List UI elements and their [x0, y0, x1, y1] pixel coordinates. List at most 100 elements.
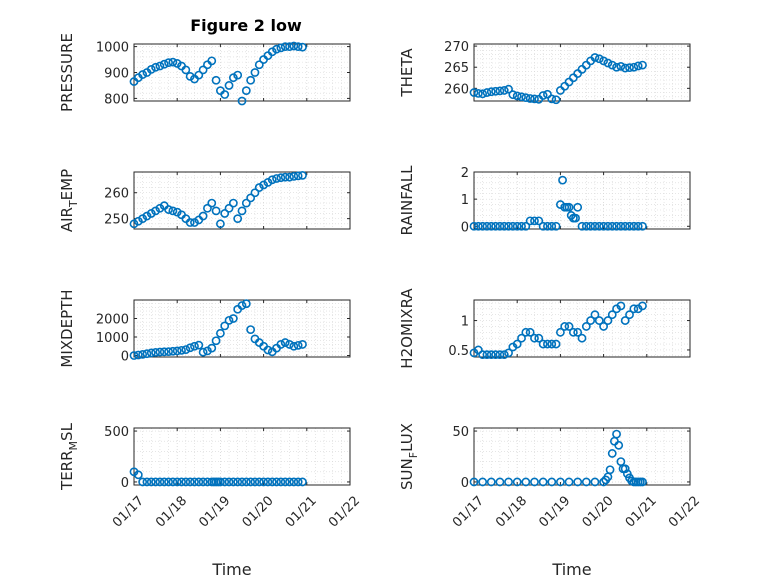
data-point: [280, 42, 290, 51]
data-point: [616, 301, 626, 311]
data-point: [190, 477, 199, 487]
data-point: [469, 221, 479, 231]
data-point: [177, 477, 186, 487]
data-point: [499, 86, 509, 95]
data-point: [168, 57, 178, 67]
data-point: [198, 347, 208, 357]
data-point: [612, 429, 621, 439]
data-point: [267, 477, 277, 487]
data-point: [599, 221, 608, 231]
data-point: [267, 175, 277, 185]
data-point: [138, 214, 148, 224]
data-point: [211, 75, 221, 85]
data-point: [594, 316, 604, 325]
data-point: [590, 53, 600, 62]
data-point: [478, 477, 488, 487]
data-point: [558, 175, 567, 185]
data-point: [538, 221, 548, 231]
data-point: [228, 73, 238, 83]
data-point: [556, 327, 565, 337]
x-tick-label: 01/18: [153, 493, 190, 530]
data-point: [198, 65, 208, 75]
data-point: [629, 62, 639, 72]
data-point: [164, 58, 173, 68]
data-point: [482, 350, 492, 360]
data-point: [551, 339, 561, 349]
data-point: [581, 221, 591, 231]
data-point: [289, 172, 299, 181]
data-point: [556, 477, 565, 487]
data-point: [564, 322, 574, 331]
data-point: [228, 314, 238, 323]
data-point: [499, 221, 509, 231]
data-point: [285, 42, 294, 51]
data-point: [612, 62, 621, 72]
x-tick-label: 01/22: [326, 493, 363, 530]
subplot-1: 800 900 1000 PRESSURE: [58, 33, 351, 112]
data-point: [159, 59, 169, 69]
data-point: [129, 351, 139, 360]
data-point: [272, 44, 281, 54]
data-point: [194, 477, 204, 487]
data-point: [616, 61, 626, 71]
data-point: [482, 88, 492, 97]
data-point: [155, 203, 165, 213]
data-point: [276, 43, 286, 53]
data-point: [590, 221, 600, 231]
data-point: [228, 477, 238, 487]
data-point: [172, 346, 182, 356]
data-point: [508, 221, 518, 231]
data-point: [285, 340, 294, 349]
data-point: [547, 477, 557, 487]
y-tick-label: 0: [121, 476, 129, 491]
data-point: [250, 477, 260, 487]
data-point: [612, 221, 621, 231]
data-point: [172, 207, 182, 217]
plot-area: [474, 428, 690, 485]
data-point: [142, 349, 152, 359]
y-tick-label: 1: [461, 193, 469, 208]
y-tick-label: 250: [104, 213, 129, 228]
y-tick-label: 0: [461, 220, 469, 235]
data-point: [172, 477, 182, 487]
y-tick-label: 265: [444, 61, 469, 76]
data-point: [573, 327, 583, 337]
y-tick-label: 260: [444, 82, 469, 97]
data-point: [620, 316, 630, 325]
data-point: [215, 477, 225, 487]
data-point: [586, 316, 596, 325]
data-point: [254, 183, 264, 192]
y-tick-label: 800: [104, 92, 129, 107]
data-point: [543, 89, 552, 99]
y-tick-label: 900: [104, 67, 129, 82]
data-point: [616, 221, 626, 231]
data-point: [233, 477, 243, 487]
data-point: [138, 477, 148, 487]
subplot-4: 0 1 2 RAINFALL: [398, 165, 691, 235]
data-point: [499, 350, 509, 360]
data-point: [594, 221, 604, 231]
data-point: [469, 477, 479, 487]
x-tick-label: 01/22: [666, 493, 703, 530]
data-point: [521, 221, 531, 231]
data-point: [181, 345, 191, 354]
y-tick-label: 1: [461, 315, 469, 330]
data-point: [521, 327, 531, 337]
data-point: [530, 333, 539, 343]
data-point: [185, 71, 195, 81]
data-point: [215, 328, 225, 338]
data-point: [504, 348, 513, 358]
data-point: [586, 221, 596, 231]
data-point: [599, 322, 608, 331]
data-point: [293, 171, 303, 181]
data-point: [517, 333, 526, 343]
data-point: [254, 477, 264, 487]
data-point: [495, 350, 505, 360]
axes-box: [473, 171, 691, 230]
data-point: [151, 206, 160, 216]
data-point: [237, 477, 247, 487]
data-point: [241, 299, 251, 309]
data-point: [215, 219, 225, 229]
